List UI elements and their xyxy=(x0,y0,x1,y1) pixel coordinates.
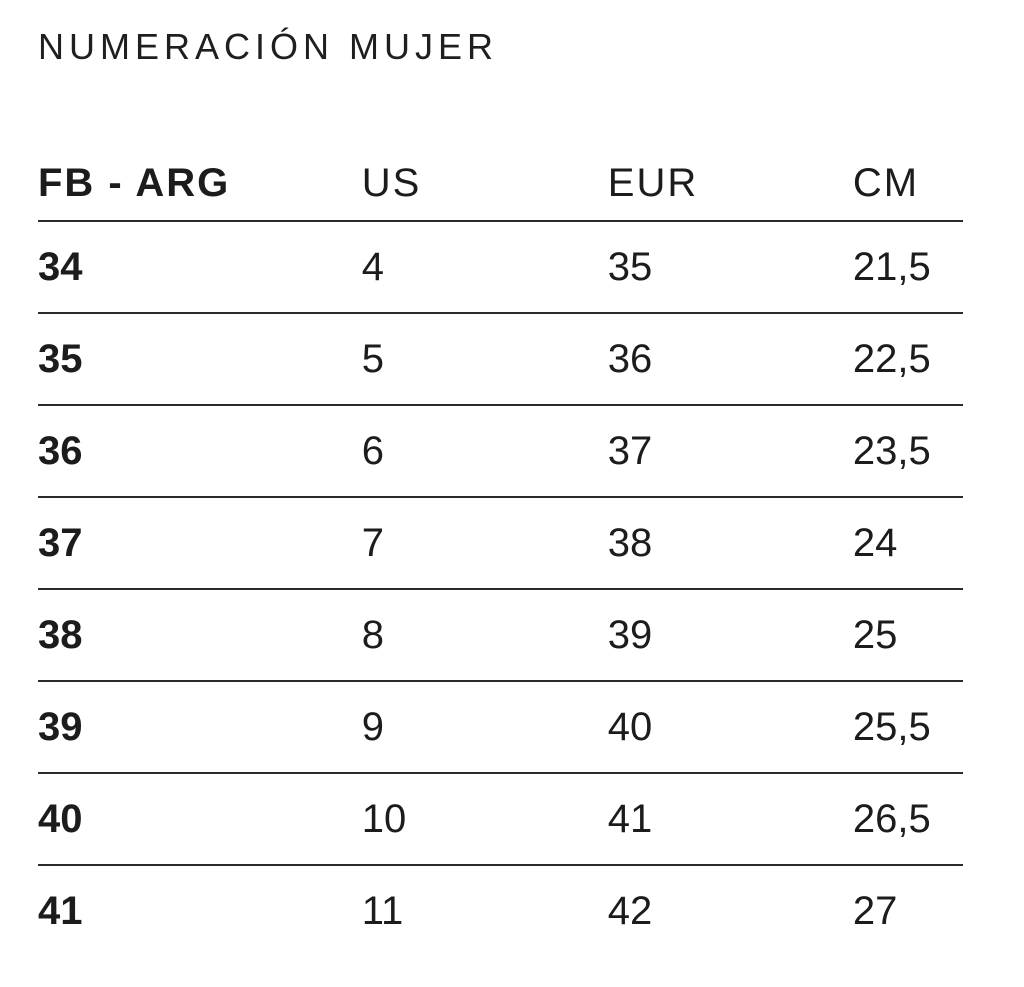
table-row: 39 9 40 25,5 xyxy=(38,681,963,774)
cell-cm: 23,5 xyxy=(852,405,963,498)
cell-eur: 40 xyxy=(607,681,853,774)
cell-cm: 26,5 xyxy=(852,773,963,866)
cell-us: 8 xyxy=(361,589,608,682)
table-row: 38 8 39 25 xyxy=(38,589,963,682)
cell-fb-arg: 35 xyxy=(38,313,362,406)
cell-fb-arg: 37 xyxy=(38,497,362,590)
table-row: 36 6 37 23,5 xyxy=(38,405,963,498)
table-row: 34 4 35 21,5 xyxy=(38,221,963,314)
table-row: 40 10 41 26,5 xyxy=(38,773,963,866)
cell-us: 9 xyxy=(361,681,608,774)
column-header-fb-arg: FB - ARG xyxy=(38,146,362,222)
cell-cm: 24 xyxy=(852,497,963,590)
cell-fb-arg: 39 xyxy=(38,681,362,774)
table-row: 35 5 36 22,5 xyxy=(38,313,963,406)
cell-eur: 37 xyxy=(607,405,853,498)
cell-fb-arg: 36 xyxy=(38,405,362,498)
cell-eur: 39 xyxy=(607,589,853,682)
cell-us: 5 xyxy=(361,313,608,406)
size-conversion-table: FB - ARG US EUR CM 34 4 35 21,5 35 5 36 … xyxy=(38,146,963,956)
cell-eur: 38 xyxy=(607,497,853,590)
cell-cm: 27 xyxy=(852,888,898,933)
cell-us: 6 xyxy=(361,405,608,498)
cell-fb-arg: 34 xyxy=(38,221,362,314)
cell-us: 7 xyxy=(361,497,608,590)
cell-cm: 22,5 xyxy=(852,313,963,406)
cell-cm: 25,5 xyxy=(852,681,963,774)
table-row: 41 11 42 27 xyxy=(38,865,963,956)
cell-us: 10 xyxy=(361,773,608,866)
page-title: NUMERACIÓN MUJER xyxy=(38,26,499,67)
table-row: 37 7 38 24 xyxy=(38,497,963,590)
cell-fb-arg: 38 xyxy=(38,589,362,682)
cell-fb-arg: 40 xyxy=(38,773,362,866)
cell-eur: 41 xyxy=(607,773,853,866)
cell-us: 4 xyxy=(361,221,608,314)
cell-eur: 42 xyxy=(607,888,653,933)
cell-us: 11 xyxy=(361,888,404,933)
column-header-cm: CM xyxy=(852,146,963,222)
cell-cm: 21,5 xyxy=(852,221,963,314)
header-row: FB - ARG US EUR CM xyxy=(38,146,963,222)
column-header-us: US xyxy=(361,146,608,222)
cell-eur: 35 xyxy=(607,221,853,314)
cell-fb-arg: 41 xyxy=(38,888,83,933)
cell-cm: 25 xyxy=(852,589,963,682)
column-header-eur: EUR xyxy=(607,146,853,222)
cell-eur: 36 xyxy=(607,313,853,406)
